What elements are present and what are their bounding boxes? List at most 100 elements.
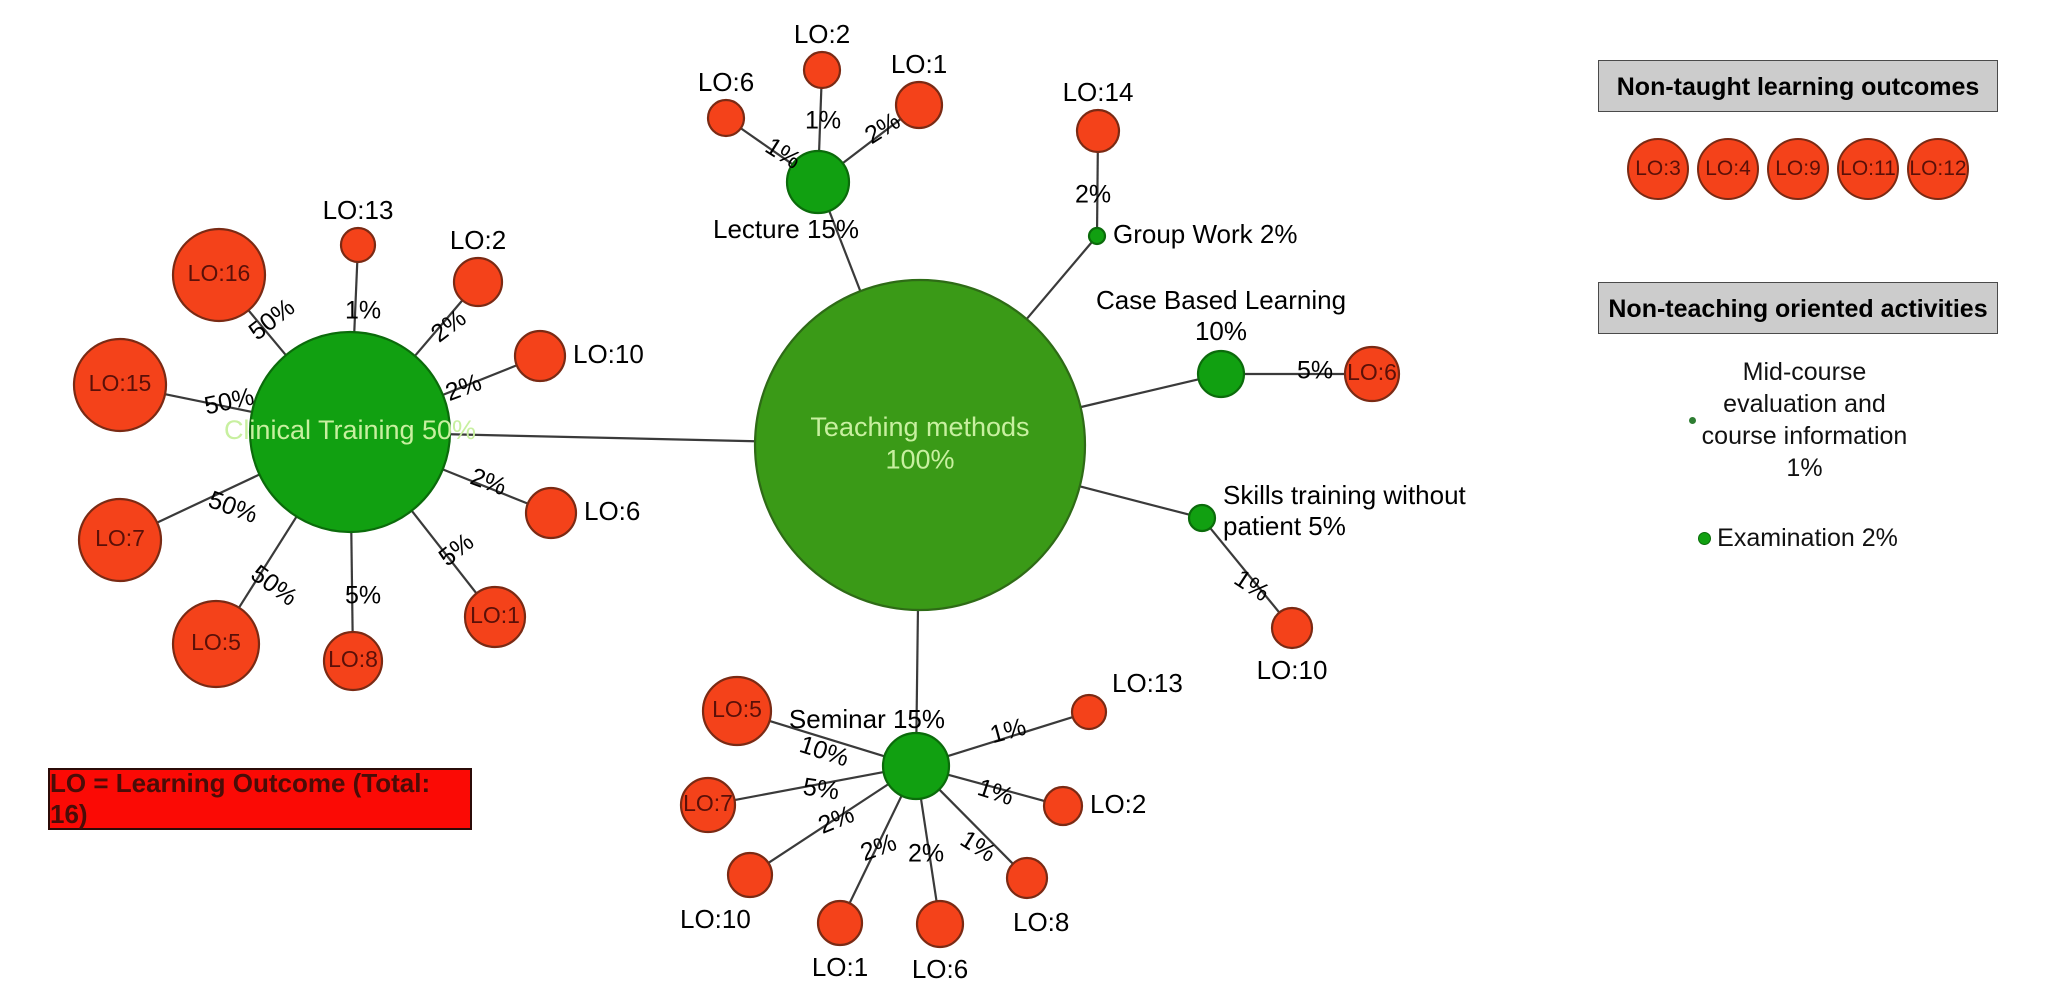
edge-label-clinical-training-to-ct-lo1: 5% [434,528,480,572]
node-lec-lo6[interactable] [706,98,746,138]
node-outer-label-ct-lo6: LO:6 [584,496,640,526]
node-outer-label-group-work: Group Work 2% [1113,219,1297,249]
node-lec-lo1[interactable] [894,80,944,130]
activity-marker-small-dot-icon [1688,416,1696,424]
node-ct-lo6[interactable] [524,486,578,540]
node-label-ct-lo7: LO:7 [95,525,145,551]
node-sem-lo1[interactable] [816,899,864,947]
edge-label-seminar-to-sem-lo6: 2% [908,840,944,868]
node-outer-label-lec-lo1: LO:1 [891,49,947,79]
node-outer-label-sem-lo13: LO:13 [1112,668,1183,698]
nodes-layer [72,50,1401,949]
edge-label-clinical-training-to-ct-lo13: 1% [345,297,381,325]
non-teaching-panel-title: Non-teaching oriented activities [1598,282,1998,334]
node-ct-lo15[interactable] [72,337,168,433]
node-label-teaching-methods: 100% [885,444,954,474]
edge-label-lecture-to-lec-lo2: 1% [805,107,841,135]
node-sem-lo7[interactable] [679,776,737,834]
node-sem-lo5[interactable] [701,675,773,747]
node-sem-lo8[interactable] [1005,856,1049,900]
node-lecture[interactable] [785,149,851,215]
edge-label-clinical-training-to-ct-lo5: 50% [246,560,303,612]
edge-label-seminar-to-sem-lo7: 5% [801,773,841,806]
non-taught-lo-chip[interactable]: LO:11 [1837,138,1899,200]
node-sem-lo13[interactable] [1070,693,1108,731]
node-label-ct-lo8: LO:8 [328,646,378,672]
edge-clinical-training-to-ct-lo10 [442,364,518,396]
node-seminar[interactable] [881,731,951,801]
node-outer-label-skills-training: patient 5% [1223,511,1346,541]
node-outer-label-sem-lo8: LO:8 [1013,907,1069,937]
edge-teaching-methods-to-clinical-training [449,433,756,443]
edge-teaching-methods-to-skills-training [1079,485,1190,516]
non-taught-lo-chip[interactable]: LO:12 [1907,138,1969,200]
node-outer-label-gw-lo14: LO:14 [1063,77,1134,107]
node-outer-label-lec-lo2: LO:2 [794,19,850,49]
edge-seminar-to-sem-lo6 [919,798,938,902]
node-outer-label-skills-training: Skills training without [1223,480,1467,510]
edge-label-clinical-training-to-ct-lo6: 2% [467,463,511,502]
edge-skills-training-to-st-lo10 [1209,527,1281,614]
edge-clinical-training-to-ct-lo16 [247,309,287,356]
node-outer-label-seminar: Seminar 15% [789,704,945,734]
node-ct-lo2[interactable] [452,256,504,308]
non-teaching-activity-item: Mid-course evaluation and course informa… [1598,356,1998,484]
edge-label-skills-training-to-st-lo10: 1% [1229,564,1275,607]
edge-group-work-to-gw-lo14 [1095,151,1099,229]
node-ct-lo7[interactable] [77,497,163,583]
edge-lecture-to-lec-lo2 [818,87,823,152]
node-ct-lo13[interactable] [339,226,377,264]
node-outer-label-ct-lo10: LO:10 [573,339,644,369]
non-teaching-activities-panel: Non-teaching oriented activities Mid-cou… [1598,282,1998,554]
node-skills-training[interactable] [1187,503,1217,533]
node-sem-lo6[interactable] [915,899,965,949]
node-cbl-lo6[interactable] [1343,345,1401,403]
node-clinical-training[interactable] [248,330,452,534]
lo-legend-box: LO = Learning Outcome (Total: 16) [48,768,472,830]
edge-label-clinical-training-to-ct-lo10: 2% [442,368,486,407]
edge-teaching-methods-to-seminar [915,609,920,734]
edge-seminar-to-sem-lo10 [767,783,890,864]
edge-clinical-training-to-ct-lo7 [156,473,260,524]
node-ct-lo16[interactable] [171,227,267,323]
node-teaching-methods[interactable] [753,278,1087,612]
edge-label-group-work-to-gw-lo14: 2% [1075,181,1111,209]
edge-seminar-to-sem-lo7 [734,771,884,802]
node-outer-label-ct-lo2: LO:2 [450,225,506,255]
non-taught-lo-chip-row: LO:3 LO:4 LO:9 LO:11 LO:12 [1598,138,1998,200]
node-outer-label-sem-lo10: LO:10 [680,904,751,934]
edge-label-seminar-to-sem-lo5: 10% [796,730,852,772]
lo-legend-text: LO = Learning Outcome (Total: 16) [50,768,431,829]
edge-seminar-to-sem-lo2 [947,773,1045,803]
edge-seminar-to-sem-lo5 [769,719,885,758]
node-group-work[interactable] [1087,226,1107,246]
edge-clinical-training-to-ct-lo5 [238,515,298,609]
node-sem-lo2[interactable] [1042,785,1084,827]
non-taught-lo-chip[interactable]: LO:9 [1767,138,1829,200]
node-ct-lo8[interactable] [322,630,384,692]
node-ct-lo10[interactable] [513,329,567,383]
node-ct-lo5[interactable] [171,599,261,689]
edge-clinical-training-to-ct-lo8 [350,531,354,633]
edge-teaching-methods-to-lecture [828,210,862,292]
node-lec-lo2[interactable] [802,50,842,90]
node-sem-lo10[interactable] [726,851,774,899]
edge-label-seminar-to-sem-lo10: 2% [814,800,858,839]
edge-label-seminar-to-sem-lo1: 2% [857,828,901,867]
node-label-teaching-methods: Teaching methods [810,412,1029,442]
node-outer-label-ct-lo13: LO:13 [323,195,394,225]
node-outer-label-st-lo10: LO:10 [1257,655,1328,685]
non-taught-lo-chip[interactable]: LO:3 [1627,138,1689,200]
node-outer-label-lec-lo6: LO:6 [698,67,754,97]
non-taught-lo-chip[interactable]: LO:4 [1697,138,1759,200]
node-ct-lo1[interactable] [463,585,527,649]
node-st-lo10[interactable] [1270,606,1314,650]
node-case-based-learning[interactable] [1196,349,1246,399]
node-gw-lo14[interactable] [1075,108,1121,154]
edge-clinical-training-to-ct-lo6 [442,468,529,505]
node-outer-label-sem-lo1: LO:1 [812,952,868,982]
node-outer-label-case-based-learning: Case Based Learning [1096,285,1346,315]
